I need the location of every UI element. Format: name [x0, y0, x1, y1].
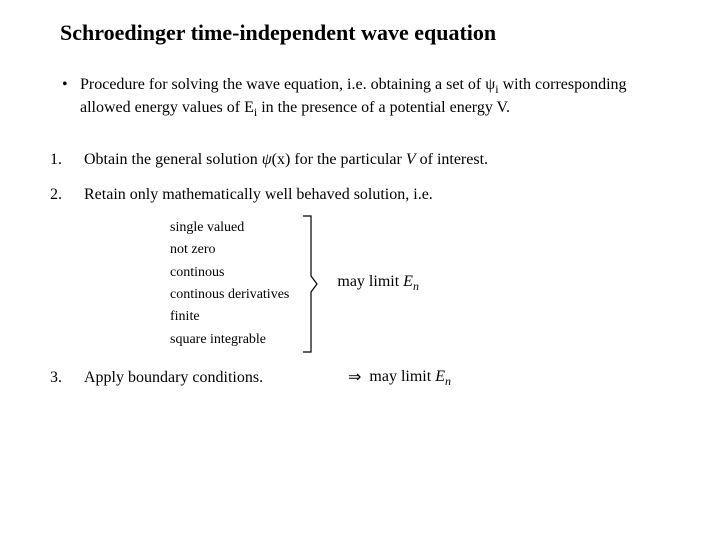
step1-mid: for the particular [290, 151, 406, 168]
step3-limit: may limit En [369, 366, 451, 389]
bullet-mark: • [62, 74, 80, 121]
criteria-4: continous derivatives [170, 284, 289, 306]
criteria-6: square integrable [170, 329, 289, 351]
step1-pre: Obtain the general solution [84, 151, 262, 168]
psi-symbol: ψ [485, 76, 495, 93]
step-2: 2. Retain only mathematically well behav… [50, 184, 680, 206]
criteria-block: single valued not zero continous contino… [170, 214, 680, 354]
step1-num: 1. [50, 149, 84, 171]
criteria-2: not zero [170, 239, 289, 261]
step1-text: Obtain the general solution ψ(x) for the… [84, 149, 488, 171]
bullet-text: Procedure for solving the wave equation,… [80, 74, 680, 121]
limit-E: E [403, 273, 413, 290]
step3-limit-sub: n [445, 374, 451, 388]
criteria-1: single valued [170, 217, 289, 239]
step1-V: V [406, 151, 416, 168]
procedure-bullet: • Procedure for solving the wave equatio… [62, 74, 680, 121]
step3-limit-E: E [435, 368, 445, 385]
step2-text: Retain only mathematically well behaved … [84, 184, 433, 206]
criteria-3: continous [170, 262, 289, 284]
page-title: Schroedinger time-independent wave equat… [60, 20, 680, 46]
step1-arg: (x) [272, 151, 291, 168]
limit-sub: n [413, 280, 419, 294]
step3-label: Apply boundary conditions. [84, 367, 314, 389]
arrow-icon: ⇒ [348, 367, 361, 389]
step3-num: 3. [50, 367, 84, 389]
criteria-5: finite [170, 306, 289, 328]
step2-num: 2. [50, 184, 84, 206]
bullet-pre: Procedure for solving the wave equation,… [80, 76, 485, 93]
step3-limit-pre: may limit [369, 368, 435, 385]
limit-pre: may limit [337, 273, 403, 290]
criteria-limit: may limit En [337, 273, 419, 294]
step1-psi: ψ [262, 151, 272, 168]
criteria-list: single valued not zero continous contino… [170, 217, 301, 351]
step1-post: of interest. [416, 151, 488, 168]
bullet-post: in the presence of a potential energy V. [257, 99, 510, 116]
step3-text: Apply boundary conditions. ⇒ may limit E… [84, 366, 451, 389]
bracket-icon [301, 214, 319, 354]
step-3: 3. Apply boundary conditions. ⇒ may limi… [50, 366, 680, 389]
step-1: 1. Obtain the general solution ψ(x) for … [50, 149, 680, 171]
